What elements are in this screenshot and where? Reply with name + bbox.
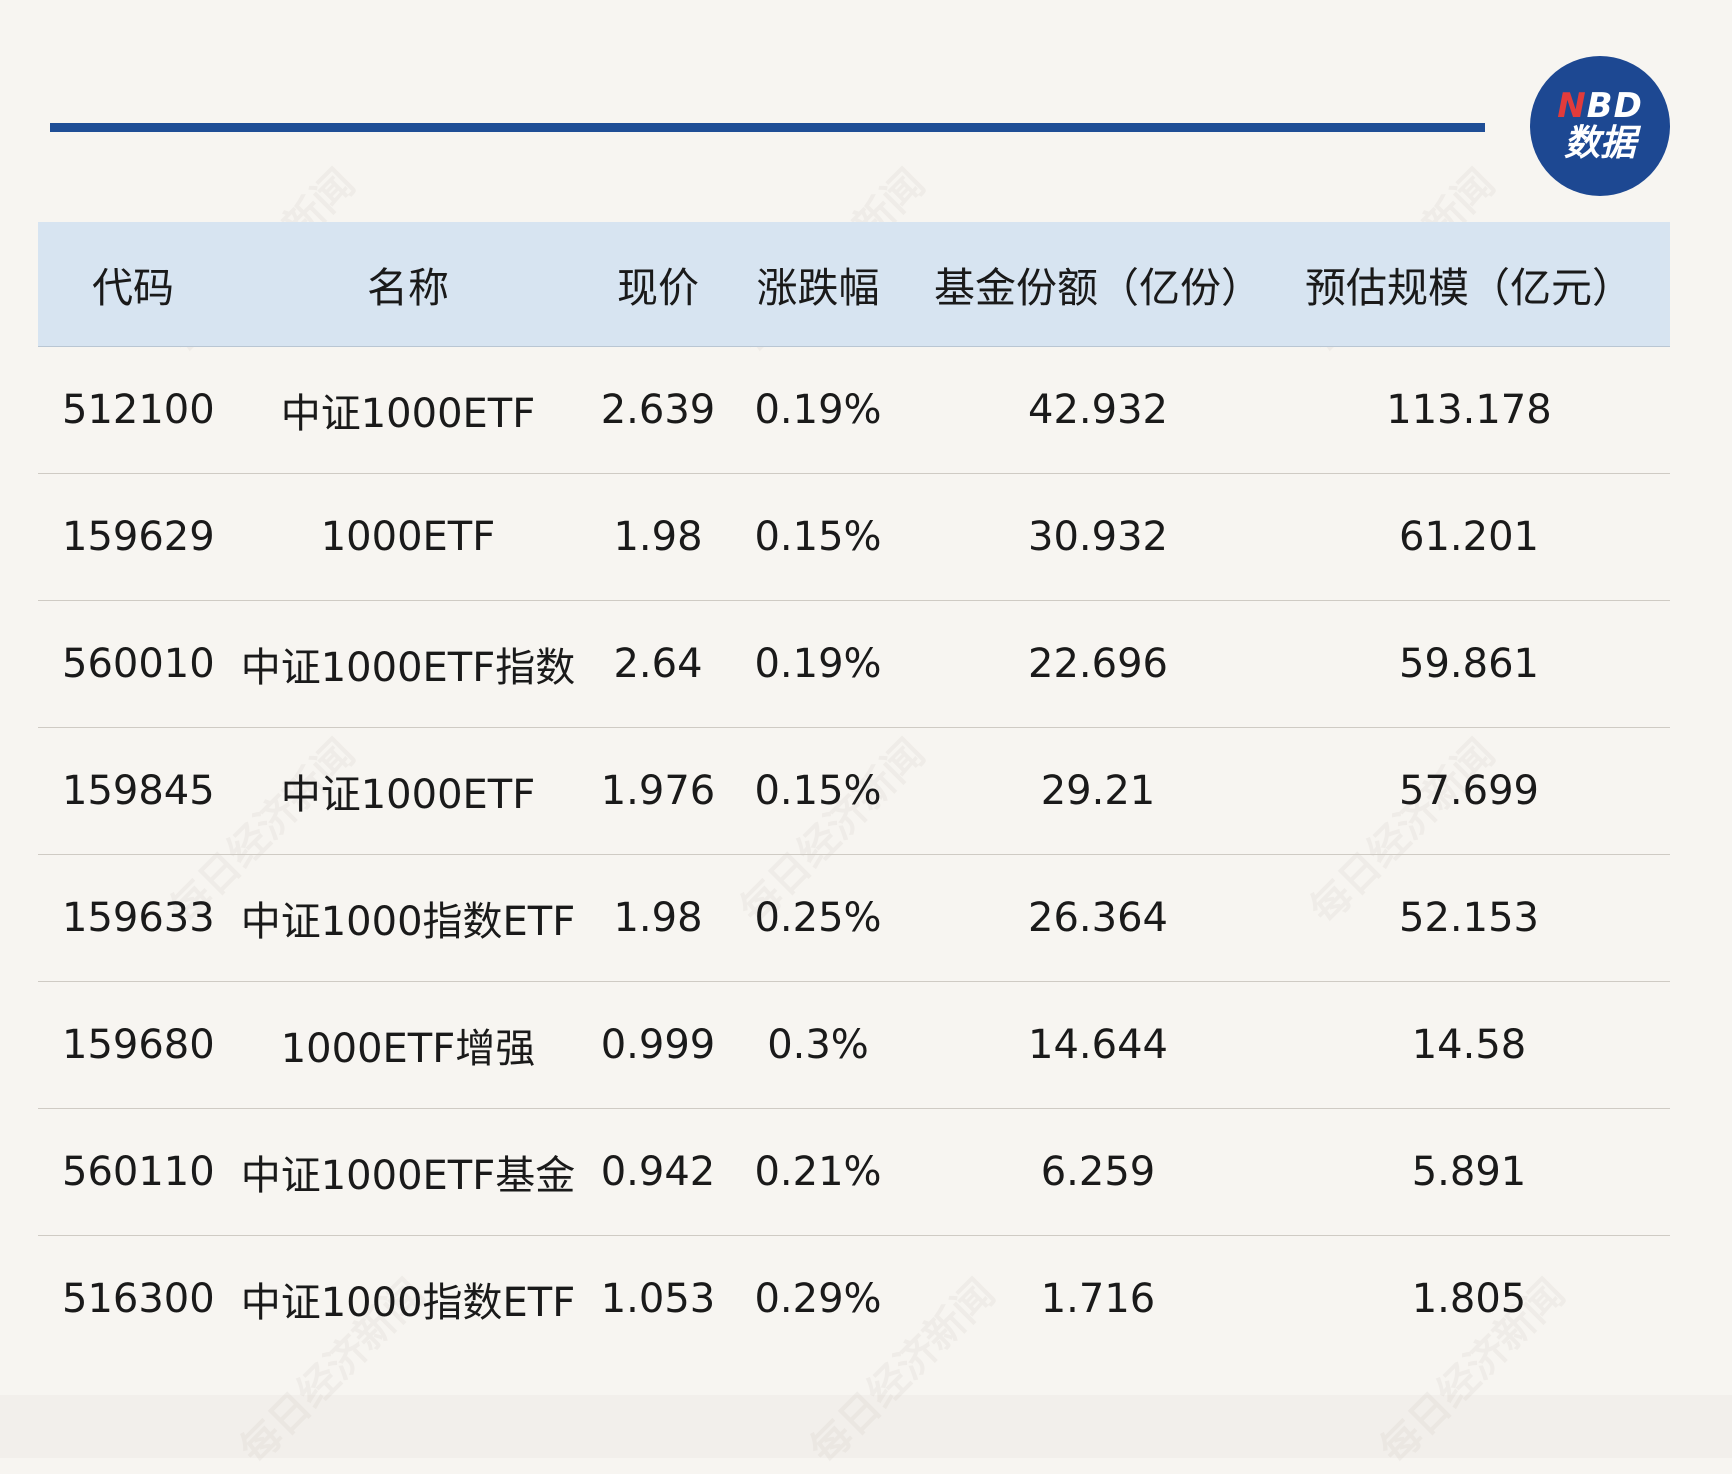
table-row: 159680 1000ETF增强 0.999 0.3% 14.644 14.58 xyxy=(38,982,1670,1109)
cell-code: 560110 xyxy=(62,1149,215,1195)
header-name: 名称 xyxy=(367,264,449,312)
cell-name: 中证1000ETF指数 xyxy=(240,645,576,691)
nbd-data-logo: NBD 数据 xyxy=(1530,56,1670,196)
cell-change: 0.25% xyxy=(754,895,882,941)
cell-scale: 57.699 xyxy=(1399,768,1539,814)
top-rule xyxy=(50,123,1485,132)
cell-shares: 14.644 xyxy=(1028,1022,1168,1068)
bottom-band xyxy=(0,1395,1732,1458)
table-row: 560110 中证1000ETF基金 0.942 0.21% 6.259 5.8… xyxy=(38,1109,1670,1236)
cell-change: 0.15% xyxy=(754,768,882,814)
table-row: 516300 中证1000指数ETF 1.053 0.29% 1.716 1.8… xyxy=(38,1236,1670,1362)
cell-scale: 113.178 xyxy=(1386,387,1552,433)
logo-bd: BD xyxy=(1586,86,1643,127)
cell-name: 中证1000ETF基金 xyxy=(240,1153,576,1199)
table-header: 代码 名称 现价 涨跌幅 基金份额（亿份） 预估规模（亿元） xyxy=(38,222,1670,347)
table-row: 159629 1000ETF 1.98 0.15% 30.932 61.201 xyxy=(38,474,1670,601)
cell-shares: 6.259 xyxy=(1040,1149,1156,1195)
cell-price: 0.999 xyxy=(600,1022,716,1068)
cell-name: 1000ETF增强 xyxy=(280,1026,536,1072)
table-row: 159845 中证1000ETF 1.976 0.15% 29.21 57.69… xyxy=(38,728,1670,855)
cell-name: 中证1000ETF xyxy=(280,391,536,437)
cell-price: 0.942 xyxy=(600,1149,716,1195)
cell-scale: 61.201 xyxy=(1399,514,1539,560)
cell-code: 159633 xyxy=(62,895,215,941)
cell-price: 1.98 xyxy=(613,514,703,560)
cell-price: 1.976 xyxy=(600,768,716,814)
cell-change: 0.15% xyxy=(754,514,882,560)
table-row: 512100 中证1000ETF 2.639 0.19% 42.932 113.… xyxy=(38,347,1670,474)
cell-price: 1.053 xyxy=(600,1276,716,1322)
cell-shares: 22.696 xyxy=(1028,641,1168,687)
cell-code: 159680 xyxy=(62,1022,215,1068)
cell-name: 中证1000指数ETF xyxy=(240,1280,576,1326)
cell-scale: 5.891 xyxy=(1411,1149,1527,1195)
cell-change: 0.19% xyxy=(754,387,882,433)
cell-name: 中证1000ETF xyxy=(280,772,536,818)
cell-change: 0.19% xyxy=(754,641,882,687)
table-row: 560010 中证1000ETF指数 2.64 0.19% 22.696 59.… xyxy=(38,601,1670,728)
cell-code: 512100 xyxy=(62,387,215,433)
logo-n: N xyxy=(1557,86,1587,127)
cell-price: 2.639 xyxy=(600,387,716,433)
cell-shares: 30.932 xyxy=(1028,514,1168,560)
cell-scale: 1.805 xyxy=(1411,1276,1527,1322)
cell-scale: 59.861 xyxy=(1399,641,1539,687)
cell-shares: 1.716 xyxy=(1040,1276,1156,1322)
cell-code: 159629 xyxy=(62,514,215,560)
cell-scale: 14.58 xyxy=(1411,1022,1527,1068)
cell-change: 0.21% xyxy=(754,1149,882,1195)
logo-line2: 数据 xyxy=(1563,122,1636,164)
header-change: 涨跌幅 xyxy=(756,264,880,312)
cell-shares: 26.364 xyxy=(1028,895,1168,941)
cell-code: 516300 xyxy=(62,1276,215,1322)
cell-code: 560010 xyxy=(62,641,215,687)
cell-change: 0.29% xyxy=(754,1276,882,1322)
table-row: 159633 中证1000指数ETF 1.98 0.25% 26.364 52.… xyxy=(38,855,1670,982)
cell-price: 2.64 xyxy=(613,641,703,687)
cell-shares: 42.932 xyxy=(1028,387,1168,433)
cell-scale: 52.153 xyxy=(1399,895,1539,941)
cell-code: 159845 xyxy=(62,768,215,814)
header-code: 代码 xyxy=(92,264,174,312)
cell-change: 0.3% xyxy=(767,1022,869,1068)
header-scale: 预估规模（亿元） xyxy=(1305,264,1633,312)
cell-price: 1.98 xyxy=(613,895,703,941)
cell-name: 1000ETF xyxy=(320,514,496,560)
cell-name: 中证1000指数ETF xyxy=(240,899,576,945)
header-price: 现价 xyxy=(617,264,699,312)
etf-table: 代码 名称 现价 涨跌幅 基金份额（亿份） 预估规模（亿元） 512100 中证… xyxy=(38,222,1670,1362)
header-shares: 基金份额（亿份） xyxy=(934,264,1262,312)
cell-shares: 29.21 xyxy=(1040,768,1156,814)
